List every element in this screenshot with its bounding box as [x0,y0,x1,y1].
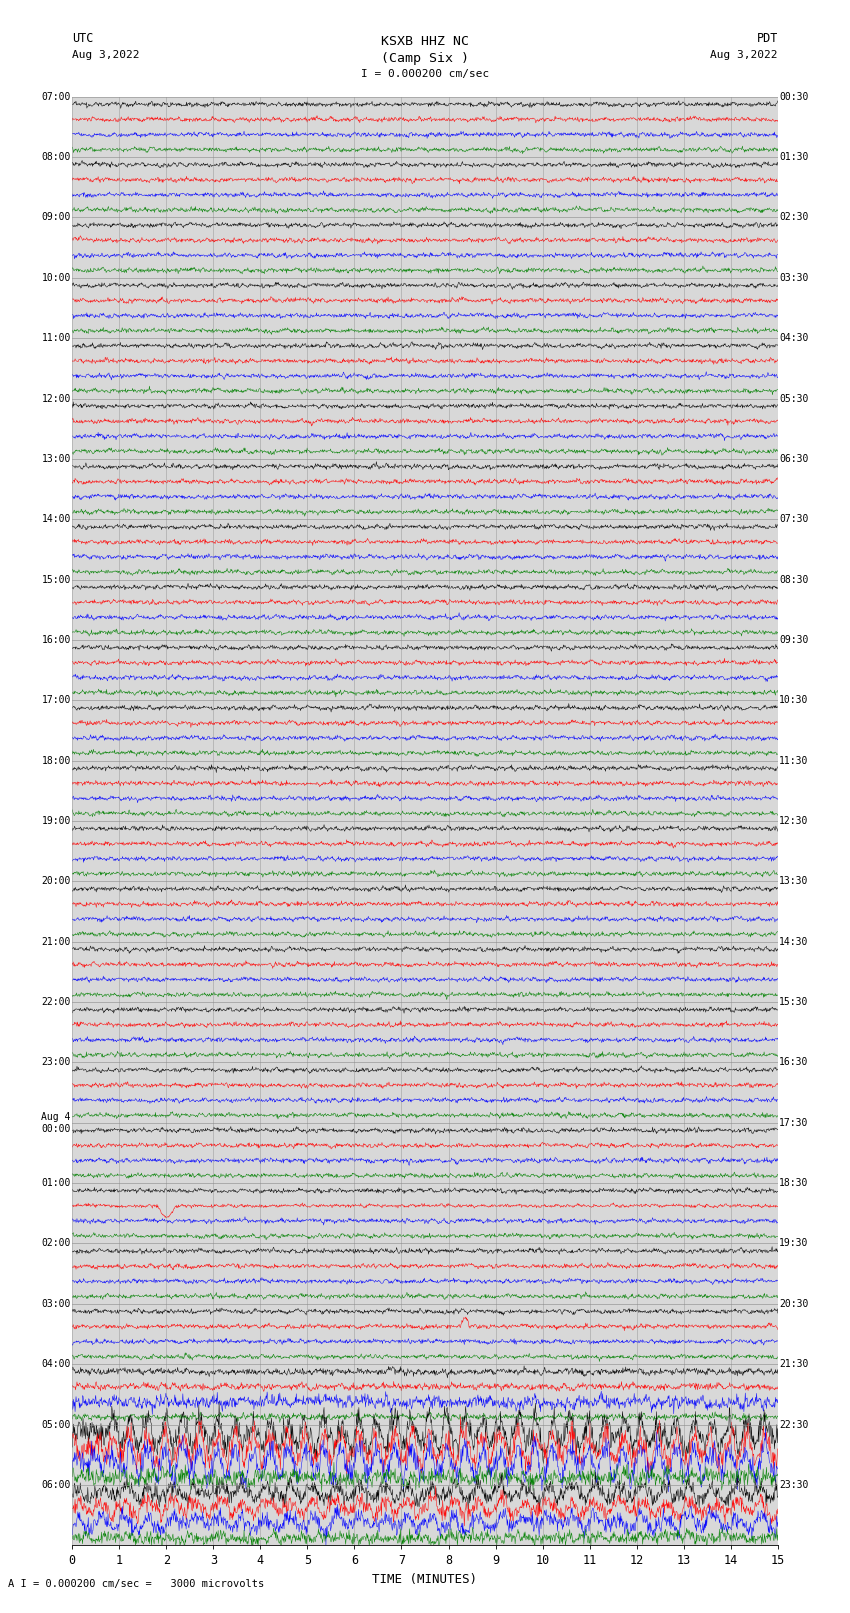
Text: UTC: UTC [72,32,94,45]
Text: 01:00: 01:00 [42,1177,71,1189]
Text: 06:30: 06:30 [779,453,808,465]
Text: 01:30: 01:30 [779,152,808,163]
Text: 20:30: 20:30 [779,1298,808,1308]
Text: 12:30: 12:30 [779,816,808,826]
Text: 16:30: 16:30 [779,1058,808,1068]
Text: 18:00: 18:00 [42,755,71,766]
Text: Aug 4
00:00: Aug 4 00:00 [42,1111,71,1134]
Text: 20:00: 20:00 [42,876,71,887]
Text: 13:00: 13:00 [42,453,71,465]
Text: 06:00: 06:00 [42,1479,71,1490]
Text: 23:30: 23:30 [779,1479,808,1490]
Text: 21:30: 21:30 [779,1360,808,1369]
Text: 10:00: 10:00 [42,273,71,282]
X-axis label: TIME (MINUTES): TIME (MINUTES) [372,1573,478,1586]
Text: 02:30: 02:30 [779,213,808,223]
Text: 05:30: 05:30 [779,394,808,403]
Text: 16:00: 16:00 [42,636,71,645]
Text: I = 0.000200 cm/sec: I = 0.000200 cm/sec [361,69,489,79]
Text: 23:00: 23:00 [42,1058,71,1068]
Text: 22:00: 22:00 [42,997,71,1007]
Text: PDT: PDT [756,32,778,45]
Text: 11:30: 11:30 [779,755,808,766]
Text: 14:00: 14:00 [42,515,71,524]
Text: (Camp Six ): (Camp Six ) [381,52,469,65]
Text: Aug 3,2022: Aug 3,2022 [72,50,139,60]
Text: 10:30: 10:30 [779,695,808,705]
Text: 15:30: 15:30 [779,997,808,1007]
Text: 11:00: 11:00 [42,334,71,344]
Text: A I = 0.000200 cm/sec =   3000 microvolts: A I = 0.000200 cm/sec = 3000 microvolts [8,1579,264,1589]
Text: Aug 3,2022: Aug 3,2022 [711,50,778,60]
Text: 22:30: 22:30 [779,1419,808,1429]
Text: 05:00: 05:00 [42,1419,71,1429]
Text: 09:00: 09:00 [42,213,71,223]
Text: 08:00: 08:00 [42,152,71,163]
Text: 13:30: 13:30 [779,876,808,887]
Text: 17:00: 17:00 [42,695,71,705]
Text: 14:30: 14:30 [779,937,808,947]
Text: 19:00: 19:00 [42,816,71,826]
Text: KSXB HHZ NC: KSXB HHZ NC [381,35,469,48]
Text: 03:30: 03:30 [779,273,808,282]
Text: 08:30: 08:30 [779,574,808,584]
Text: 19:30: 19:30 [779,1239,808,1248]
Text: 09:30: 09:30 [779,636,808,645]
Text: 21:00: 21:00 [42,937,71,947]
Text: 18:30: 18:30 [779,1177,808,1189]
Text: 07:30: 07:30 [779,515,808,524]
Text: 04:30: 04:30 [779,334,808,344]
Text: 17:30: 17:30 [779,1118,808,1127]
Text: 04:00: 04:00 [42,1360,71,1369]
Text: 00:30: 00:30 [779,92,808,102]
Text: 12:00: 12:00 [42,394,71,403]
Text: 15:00: 15:00 [42,574,71,584]
Text: 03:00: 03:00 [42,1298,71,1308]
Text: 02:00: 02:00 [42,1239,71,1248]
Text: 07:00: 07:00 [42,92,71,102]
